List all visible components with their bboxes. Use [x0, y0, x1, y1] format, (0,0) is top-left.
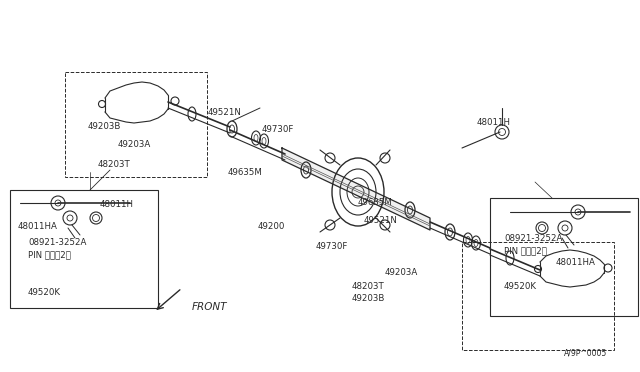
Polygon shape	[282, 148, 430, 230]
Text: 49521N: 49521N	[364, 216, 398, 225]
Text: 08921-3252A: 08921-3252A	[504, 234, 563, 243]
Bar	[65, 72, 207, 177]
Text: 49200: 49200	[258, 222, 285, 231]
Text: FRONT: FRONT	[192, 302, 227, 312]
Text: PIN ピン（2）: PIN ピン（2）	[504, 246, 547, 255]
Text: 48011HA: 48011HA	[556, 258, 596, 267]
Text: 48011H: 48011H	[477, 118, 511, 127]
Text: 48203T: 48203T	[352, 282, 385, 291]
Text: 49203B: 49203B	[352, 294, 385, 303]
Text: 49521N: 49521N	[208, 108, 242, 117]
Bar	[490, 198, 638, 316]
Text: PIN ピン（2）: PIN ピン（2）	[28, 250, 71, 259]
Text: 49730F: 49730F	[316, 242, 348, 251]
Text: 49203A: 49203A	[118, 140, 151, 149]
Bar	[462, 242, 614, 350]
Text: 49635M: 49635M	[358, 198, 393, 207]
Text: 49730F: 49730F	[262, 125, 294, 134]
Text: 08921-3252A: 08921-3252A	[28, 238, 86, 247]
Text: 49520K: 49520K	[504, 282, 537, 291]
Bar	[10, 190, 158, 308]
Text: A/9P^0005: A/9P^0005	[564, 348, 607, 357]
Text: 49203A: 49203A	[385, 268, 419, 277]
Text: 49203B: 49203B	[88, 122, 122, 131]
Text: 48011H: 48011H	[100, 200, 134, 209]
Text: 48203T: 48203T	[98, 160, 131, 169]
Text: 49635M: 49635M	[228, 168, 263, 177]
Text: 48011HA: 48011HA	[18, 222, 58, 231]
Text: 49520K: 49520K	[28, 288, 61, 297]
